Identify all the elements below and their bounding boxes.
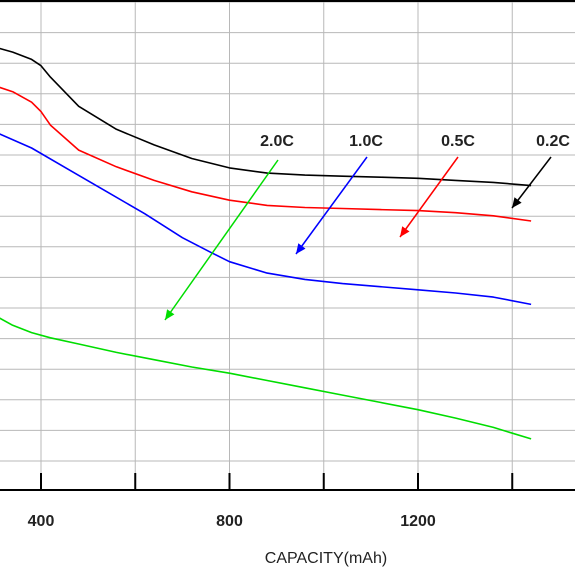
annotation-arrowhead: [165, 309, 175, 320]
annotation-0-2c: 0.2C: [511, 133, 570, 209]
series-line-2-0c: [0, 317, 532, 440]
annotation-arrowhead: [512, 197, 522, 208]
rate-annotations: 2.0C 1.0C 0.5C 0.2C: [164, 133, 570, 321]
annotation-arrow-line: [399, 156, 459, 238]
x-axis-title: CAPACITY(mAh): [265, 550, 387, 567]
annotation-0-5c: 0.5C: [399, 133, 475, 238]
x-axis: 400 800 1200: [0, 0, 575, 530]
annotation-2-0c: 2.0C: [164, 133, 294, 321]
series-line-0-5c: [0, 86, 532, 222]
annotation-arrow-line: [295, 156, 368, 255]
rate-label: 1.0C: [349, 133, 383, 150]
rate-label: 0.2C: [536, 133, 570, 150]
annotation-1-0c: 1.0C: [295, 133, 383, 255]
series-lines: [0, 47, 532, 440]
annotation-arrow-line: [511, 156, 552, 209]
annotation-arrow-line: [164, 159, 279, 321]
gridlines: [0, 0, 575, 490]
x-tick-label: 800: [216, 513, 243, 530]
x-tick-label: 400: [28, 513, 55, 530]
series-line-1-0c: [0, 133, 532, 306]
annotation-arrowhead: [400, 226, 410, 237]
series-line-0-2c: [0, 47, 532, 187]
rate-label: 2.0C: [260, 133, 294, 150]
annotation-arrowhead: [296, 243, 306, 254]
x-tick-label: 1200: [400, 513, 436, 530]
rate-label: 0.5C: [441, 133, 475, 150]
